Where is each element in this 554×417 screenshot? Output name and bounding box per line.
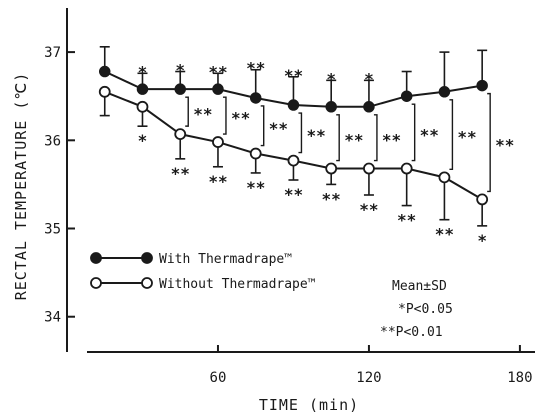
without-significance-mark: **	[322, 189, 341, 208]
data-point-without	[476, 193, 489, 206]
comparison-bracket	[185, 96, 189, 127]
axes: 34 35 36 37 60 120 180	[44, 8, 535, 386]
legend-label: With Thermadrape™	[159, 252, 292, 267]
p001-note: **P<0.01	[380, 325, 443, 340]
data-point-with	[174, 83, 186, 95]
between-significance-mark: **	[457, 128, 476, 147]
with-significance-mark: **	[208, 62, 227, 81]
data-point-without	[212, 136, 224, 148]
data-point-without	[136, 100, 149, 113]
with-significance-mark: *	[326, 69, 336, 88]
significance-marks: *************************** *	[138, 59, 487, 250]
between-significance-mark: **	[193, 105, 212, 124]
data-point-with	[476, 79, 488, 92]
without-significance-mark: **	[246, 178, 265, 197]
comparison-bracket	[222, 96, 227, 135]
without-significance-mark: **	[208, 172, 227, 191]
without-significance-mark: **	[397, 211, 416, 230]
legend-marker	[141, 277, 153, 289]
legend: With Thermadrape™ Without Thermadrape™	[90, 252, 316, 292]
between-significance-mark: **	[382, 131, 401, 150]
x-tick-label: 60	[210, 370, 227, 386]
without-significance-mark: **	[284, 185, 303, 204]
between-significance-mark: **	[420, 125, 439, 144]
data-point-with	[98, 65, 111, 78]
with-significance-mark: **	[284, 66, 303, 85]
data-point-without	[287, 154, 300, 167]
comparison-bracket	[260, 105, 265, 147]
data-point-without	[98, 85, 111, 98]
y-tick-label: 34	[44, 310, 61, 326]
between-significance-mark: **	[269, 119, 288, 138]
data-point-with	[363, 101, 375, 113]
between-significance-mark: **	[306, 126, 325, 145]
data-point-with	[325, 101, 337, 113]
legend-marker	[141, 252, 153, 264]
between-significance-mark: **	[495, 136, 514, 155]
without-significance-mark: **	[435, 225, 454, 244]
comparison-bracket	[373, 114, 378, 162]
data-point-without	[249, 147, 262, 160]
legend-marker	[90, 252, 102, 264]
data-points	[98, 65, 489, 206]
data-point-without	[438, 171, 451, 184]
without-significance-mark: *	[138, 131, 148, 150]
legend-label: Without Thermadrape™	[159, 277, 316, 292]
mean-sd-note: Mean±SD	[392, 279, 447, 294]
x-tick-label: 180	[507, 370, 532, 386]
without-significance-mark: **	[171, 164, 190, 183]
data-point-with	[400, 90, 413, 102]
y-tick-label: 36	[44, 133, 61, 149]
comparison-brackets: ** ** ** ** ** ** ** ** **	[185, 92, 514, 193]
data-point-with	[212, 83, 224, 95]
with-significance-mark: *	[175, 61, 185, 80]
with-significance-mark: *	[364, 69, 374, 88]
with-significance-mark: *	[138, 62, 148, 81]
y-axis-label: RECTAL TEMPERATURE (℃)	[12, 72, 30, 301]
x-tick-label: 120	[356, 370, 381, 386]
data-point-without	[400, 162, 413, 175]
comparison-bracket	[298, 112, 303, 154]
between-significance-mark: **	[344, 131, 363, 150]
data-point-with	[287, 99, 300, 111]
comparison-bracket	[336, 114, 340, 162]
p005-note: *P<0.05	[398, 302, 453, 317]
data-point-without	[174, 128, 187, 141]
comparison-bracket	[487, 92, 491, 193]
y-tick-label: 35	[44, 222, 61, 238]
with-significance-mark: **	[246, 59, 265, 78]
data-point-without	[363, 162, 375, 175]
comparison-bracket	[411, 103, 416, 162]
legend-marker	[90, 277, 102, 289]
data-point-with	[136, 83, 149, 95]
data-point-with	[438, 86, 451, 98]
without-significance-mark: **	[359, 200, 378, 219]
y-tick-label: 37	[44, 45, 61, 61]
between-significance-mark: **	[231, 109, 250, 128]
x-axis-label: TIME (min)	[259, 396, 359, 414]
without-significance-mark: *	[477, 231, 487, 250]
data-point-with	[249, 92, 262, 104]
data-point-without	[325, 162, 338, 175]
comparison-bracket	[449, 99, 454, 171]
